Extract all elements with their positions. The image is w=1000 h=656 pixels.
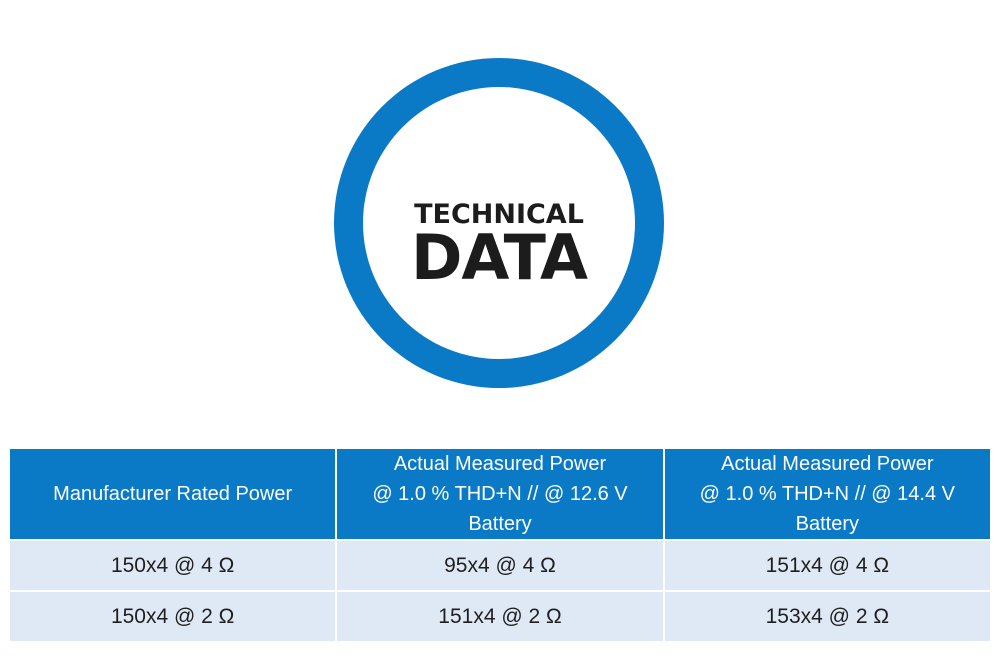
header-label: Actual Measured Power xyxy=(393,453,607,475)
power-spec-table: Manufacturer Rated Power Actual Measured… xyxy=(8,447,992,643)
badge-inner-circle: TECHNICAL DATA xyxy=(363,87,635,359)
technical-data-badge: TECHNICAL DATA xyxy=(334,58,664,388)
badge-title-line2: DATA xyxy=(410,221,588,294)
header-label: Manufacturer Rated Power xyxy=(53,483,293,505)
table-row: 150x4 @ 4 Ω 95x4 @ 4 Ω 151x4 @ 4 Ω xyxy=(10,541,990,590)
header-label: Actual Measured Power xyxy=(721,453,934,475)
header-measured-power-14-4v: Actual Measured Power @ 1.0 % THD+N // @… xyxy=(664,449,990,539)
table-cell: 151x4 @ 4 Ω xyxy=(664,541,990,590)
table-row: 150x4 @ 2 Ω 151x4 @ 2 Ω 153x4 @ 2 Ω xyxy=(10,592,990,641)
table-header-row: Manufacturer Rated Power Actual Measured… xyxy=(10,449,990,539)
header-sublabel: @ 1.0 % THD+N // @ 14.4 V Battery xyxy=(699,483,955,535)
table-cell: 150x4 @ 4 Ω xyxy=(10,541,336,590)
table-cell: 150x4 @ 2 Ω xyxy=(10,592,336,641)
table-cell: 95x4 @ 4 Ω xyxy=(337,541,663,590)
header-manufacturer-rated-power: Manufacturer Rated Power xyxy=(10,449,336,539)
header-measured-power-12-6v: Actual Measured Power @ 1.0 % THD+N // @… xyxy=(337,449,663,539)
header-sublabel: @ 1.0 % THD+N // @ 12.6 V Battery xyxy=(372,483,628,535)
badge-title-line1: TECHNICAL xyxy=(414,199,584,230)
table-cell: 153x4 @ 2 Ω xyxy=(664,592,990,641)
table-cell: 151x4 @ 2 Ω xyxy=(337,592,663,641)
